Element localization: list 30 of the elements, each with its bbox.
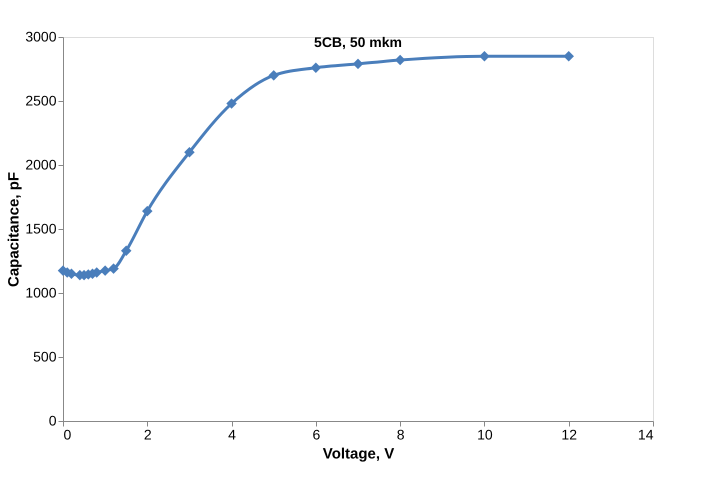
- point: [563, 50, 574, 62]
- point: [100, 265, 110, 276]
- point: [268, 70, 279, 81]
- point: [142, 206, 153, 216]
- y-tick-label: 1500: [25, 220, 57, 236]
- point: [352, 58, 364, 70]
- x-tick-label: 12: [561, 426, 578, 442]
- chart-title: 5CB, 50 mkm: [314, 34, 402, 50]
- x-tick-label: 14: [638, 426, 654, 442]
- point: [310, 62, 322, 73]
- point: [120, 246, 132, 256]
- y-tick-label: 3000: [25, 28, 57, 44]
- x-tick-label: 6: [312, 426, 320, 442]
- x-axis-title: Voltage, V: [322, 446, 394, 462]
- point: [184, 146, 195, 158]
- y-tick-label: 2000: [25, 156, 57, 172]
- point: [479, 50, 490, 62]
- y-tick-label: 1000: [25, 284, 57, 300]
- point: [394, 54, 406, 66]
- x-tick-label: 8: [396, 426, 405, 442]
- y-tick-label: 2500: [25, 92, 57, 108]
- x-tick-label: 2: [144, 426, 152, 442]
- x-tick-label: 4: [228, 426, 236, 442]
- y-tick-label: 500: [33, 348, 57, 364]
- x-tick-label: 0: [64, 426, 72, 442]
- point: [226, 98, 237, 109]
- y-axis-title: Capacitance, pF: [5, 172, 22, 288]
- point: [108, 263, 119, 274]
- y-tick-label: 0: [48, 412, 57, 428]
- x-tick-label: 10: [477, 426, 493, 442]
